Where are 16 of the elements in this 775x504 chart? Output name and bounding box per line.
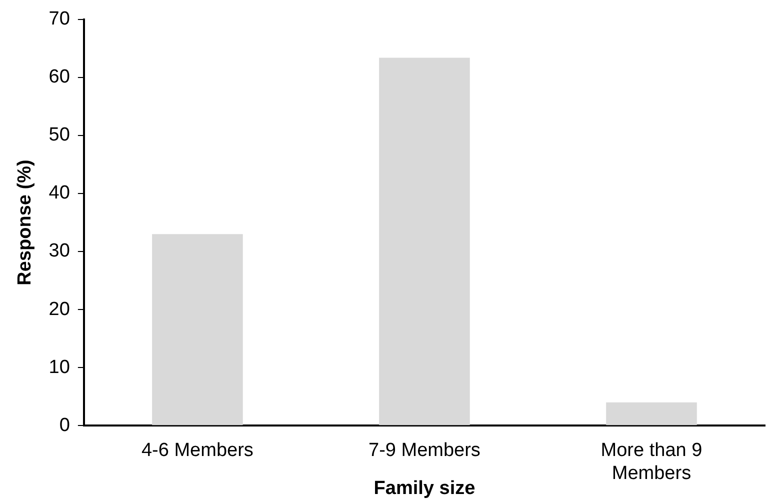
y-tick-label: 0 bbox=[59, 414, 70, 436]
x-axis-title: Family size bbox=[374, 478, 476, 499]
x-tick-label: 4-6 Members bbox=[141, 440, 254, 462]
y-tick-label: 60 bbox=[48, 66, 70, 88]
bar bbox=[379, 58, 470, 426]
bar bbox=[606, 402, 697, 426]
y-tick-label: 10 bbox=[48, 356, 70, 378]
x-tick-label: More than 9 Members bbox=[600, 440, 702, 484]
y-axis-title: Response (%) bbox=[14, 160, 36, 286]
x-tick-label: 7-9 Members bbox=[368, 440, 480, 462]
y-tick-label: 40 bbox=[48, 182, 70, 204]
y-tick-label: 30 bbox=[48, 240, 70, 262]
y-tick-label: 70 bbox=[48, 8, 70, 30]
y-tick-label: 20 bbox=[48, 298, 70, 320]
y-tick-label: 50 bbox=[48, 124, 70, 146]
bar bbox=[152, 234, 243, 426]
